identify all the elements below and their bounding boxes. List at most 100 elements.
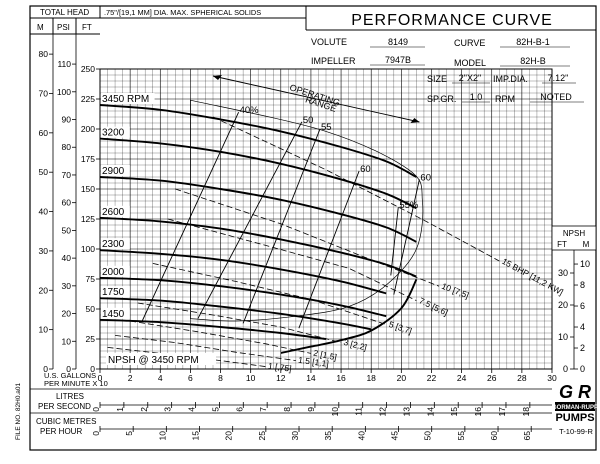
psi-tick-label: 10: [62, 336, 72, 346]
speed-curve: [99, 176, 417, 243]
curves: 15 BHP [11,2 KW]10 [7,5]7.5 [5,6]5 [3,7]…: [99, 75, 565, 374]
sp-gr-value: 1.0: [470, 92, 483, 102]
gorman-rupp-logo: G R GORMAN-RUPP PUMPS: [552, 382, 598, 424]
speed-curve: [99, 249, 387, 295]
litres-tick-label: 4: [187, 407, 197, 412]
npsh-m-tick-label: 0: [580, 364, 585, 374]
model-value: 82H-B: [520, 56, 546, 66]
unit-psi-label: PSI: [57, 23, 70, 32]
m-tick-label: 70: [39, 88, 49, 98]
m-tick-label: 10: [39, 325, 49, 335]
litres-tick-label: 18: [521, 407, 531, 417]
litres-tick-label: 9: [306, 407, 316, 412]
m-tick-label: 30: [39, 246, 49, 256]
page-title: PERFORMANCE CURVE: [351, 12, 553, 29]
ft-tick-label: 225: [81, 94, 95, 104]
npsh-m-unit: M: [583, 240, 590, 249]
gpm-tick-label: 28: [517, 373, 527, 383]
speed-curve-label: 2300: [102, 239, 125, 250]
impeller-label: IMPELLER: [311, 56, 356, 66]
gpm-tick-label: 16: [336, 373, 346, 383]
speed-curve-label: 3200: [102, 128, 125, 139]
psi-tick-label: 70: [62, 170, 72, 180]
ft-tick-label: 100: [81, 244, 95, 254]
efficiency-line-label: 60: [420, 172, 431, 183]
npsh-ft-unit: FT: [557, 240, 567, 249]
document-number: T-10-99-R: [559, 427, 593, 436]
litres-tick-label: 10: [330, 407, 340, 417]
psi-tick-label: 50: [62, 225, 72, 235]
npsh-m-tick-label: 8: [580, 280, 585, 290]
ft-tick-label: 200: [81, 124, 95, 134]
efficiency-line-label: 55: [321, 122, 332, 133]
speed-curve: [99, 276, 387, 318]
per-minute-label: PER MINUTE X 10: [44, 379, 108, 388]
npsh-axis-header: [551, 225, 597, 251]
litres-tick-label: 2: [139, 407, 149, 412]
gpm-tick-label: 24: [457, 373, 467, 383]
logo-brand-line2: PUMPS: [555, 412, 594, 424]
chart-frame: [29, 5, 597, 451]
m-tick-label: 50: [39, 167, 49, 177]
bhp-line-label: 1 [,75]: [267, 361, 292, 374]
m3h-tick-label: 5: [124, 431, 134, 436]
m3h-tick-label: 40: [356, 431, 366, 441]
bhp-line-label: 7.5 [5,6]: [418, 295, 450, 317]
npsh-m-tick-label: 2: [580, 343, 585, 353]
speed-curve: [99, 318, 327, 340]
file-number: FILE NO. 82H0.a01: [15, 383, 22, 440]
gpm-tick-label: 30: [547, 373, 557, 383]
logo-brand-line1: GORMAN-RUPP: [552, 405, 598, 411]
litres-tick-label: 13: [401, 407, 411, 417]
litres-tick-label: 5: [210, 407, 220, 412]
speed-curve: [99, 137, 417, 210]
m3h-tick-label: 20: [224, 431, 234, 441]
curve-value: 82H-B-1: [516, 37, 550, 47]
volute-value: 8149: [388, 37, 408, 47]
litres-label: LITRES: [56, 392, 84, 401]
solids-note: .75"/[19,1 MM] DIA. MAX. SPHERICAL SOLID…: [104, 8, 261, 17]
speed-curve-label-bg: [101, 126, 130, 138]
m3h-tick-label: 60: [489, 431, 499, 441]
speed-curve-label: 2000: [102, 267, 125, 278]
model-label: MODEL: [454, 58, 486, 68]
logo-band: [555, 402, 595, 411]
volute-label: VOLUTE: [311, 37, 347, 47]
axes: 0255075100125150175200225250010203040506…: [30, 34, 597, 441]
gpm-tick-label: 12: [276, 373, 286, 383]
psi-tick-label: 60: [62, 198, 72, 208]
speed-curve-label-bg: [101, 265, 130, 277]
m3h-tick-label: 10: [157, 431, 167, 441]
speed-curve: [99, 297, 372, 331]
gpm-tick-label: 2: [128, 373, 133, 383]
psi-tick-label: 0: [66, 364, 71, 374]
gpm-tick-label: 4: [158, 373, 163, 383]
ft-tick-label: 125: [81, 214, 95, 224]
m-tick-label: 40: [39, 207, 49, 217]
per-hour-label: PER HOUR: [40, 427, 82, 436]
bhp-line: [130, 320, 311, 354]
speed-curve-label: 3450 RPM: [102, 94, 149, 105]
gpm-tick-label: 6: [188, 373, 193, 383]
efficiency-line: [390, 206, 399, 276]
ft-tick-label: 150: [81, 184, 95, 194]
logo-monogram: G R: [559, 382, 591, 402]
m3h-tick-label: 25: [257, 431, 267, 441]
imp-dia-value: 7.12": [548, 73, 569, 83]
npsh-ft-tick-label: 30: [558, 268, 568, 278]
m3h-tick-label: 65: [522, 431, 532, 441]
speed-curve-label: 1450: [102, 309, 125, 320]
bhp-line-label: 10 [7,5]: [440, 281, 470, 301]
npsh-axis-title: NPSH: [563, 229, 585, 238]
operating-range-arrow: [212, 75, 420, 123]
litres-tick-label: 12: [378, 407, 388, 417]
litres-tick-label: 14: [425, 407, 435, 417]
gpm-tick-label: 8: [218, 373, 223, 383]
speed-curve: [99, 216, 417, 278]
us-gallons-label: U.S. GALLONS: [44, 371, 96, 380]
psi-tick-label: 30: [62, 281, 72, 291]
gpm-tick-label: 10: [246, 373, 256, 383]
npsh-ft-tick-label: 20: [558, 300, 568, 310]
ft-tick-label: 75: [86, 274, 96, 284]
